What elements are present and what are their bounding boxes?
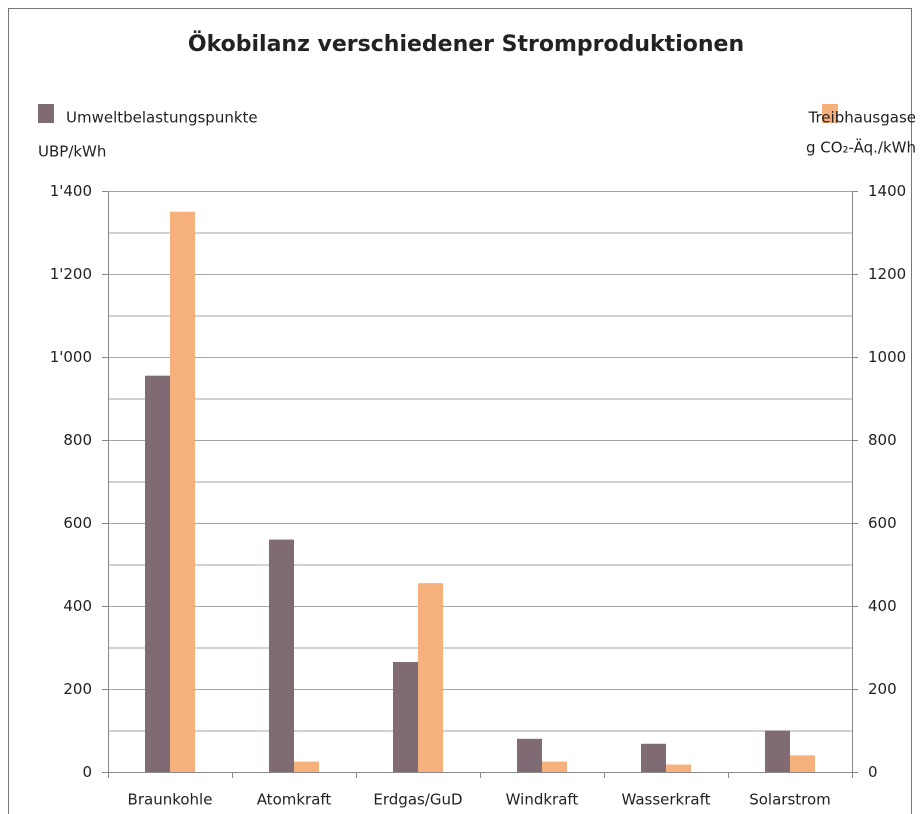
y-tick-label: 200 [63, 680, 92, 698]
bar [790, 755, 815, 772]
y-tick-label: 1'200 [50, 265, 92, 283]
bar [765, 730, 790, 772]
bar [170, 211, 195, 772]
legend-label: Treibhausgase [808, 109, 917, 127]
x-tick-label: Erdgas/GuD [373, 791, 462, 809]
bar [641, 743, 666, 772]
y2-tick-label: 1000 [868, 348, 906, 366]
frame [8, 8, 912, 814]
y-tick-label: 800 [63, 431, 92, 449]
bar [542, 761, 567, 772]
y-tick-label: 0 [82, 763, 92, 781]
x-tick-label: Windkraft [506, 791, 579, 809]
y2-tick-label: 600 [868, 514, 897, 532]
y-tick-label: 1'000 [50, 348, 92, 366]
y2-tick-label: 400 [868, 597, 897, 615]
x-tick-label: Braunkohle [128, 791, 213, 809]
legend-swatch [38, 104, 54, 123]
y-tick-label: 400 [63, 597, 92, 615]
bar [517, 738, 542, 772]
bar [666, 764, 691, 772]
y2-tick-label: 1200 [868, 265, 906, 283]
bar [393, 662, 418, 772]
bar [294, 761, 319, 772]
y2-tick-label: 0 [868, 763, 878, 781]
y-axis-label: UBP/kWh [38, 143, 106, 161]
legend-swatch [822, 104, 838, 123]
y2-tick-label: 800 [868, 431, 897, 449]
y-tick-label: 600 [63, 514, 92, 532]
y-tick-label: 1'400 [50, 182, 92, 200]
y2-axis-label: g CO₂-Äq./kWh [806, 138, 916, 157]
y2-tick-label: 1400 [868, 182, 906, 200]
chart-title: Ökobilanz verschiedener Stromproduktione… [188, 31, 744, 57]
x-tick-label: Atomkraft [257, 791, 332, 809]
bar [269, 539, 294, 772]
y2-tick-label: 200 [868, 680, 897, 698]
bar [418, 583, 443, 772]
bar [145, 375, 170, 772]
legend-label: Umweltbelastungspunkte [66, 109, 258, 127]
x-tick-label: Wasserkraft [621, 791, 710, 809]
x-tick-label: Solarstrom [749, 791, 831, 809]
